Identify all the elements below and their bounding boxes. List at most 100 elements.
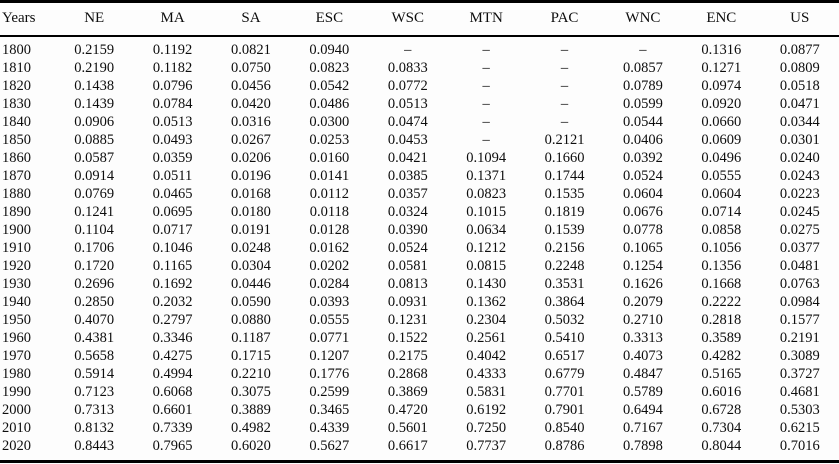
value-cell: 0.0695 (152, 204, 193, 220)
table-row: 1830 0.1439 0.0784 0.0420 0.0486 0.0513 – – 0.05… (0, 95, 839, 113)
value-cell: 0.0823 (466, 186, 507, 202)
value-cell: 0.0344 (779, 114, 820, 130)
value-cell: 0.0857 (622, 60, 663, 76)
value-cell: 0.4073 (622, 348, 663, 364)
column-header-ma: MA (133, 1, 212, 37)
value-cell: 0.0604 (701, 186, 742, 202)
value-cell: 0.2210 (231, 366, 271, 382)
value-cell: 0.0359 (152, 150, 193, 166)
year-cell: 1830 (2, 96, 31, 112)
value-cell: 0.0796 (152, 78, 193, 94)
value-cell: 0.5789 (622, 384, 663, 400)
value-cell: 0.0471 (779, 96, 820, 112)
value-cell: 0.3864 (544, 294, 585, 310)
column-header-enc: ENC (682, 1, 761, 37)
value-cell: 0.7965 (152, 438, 193, 454)
value-cell: 0.2222 (701, 294, 742, 310)
value-cell: 0.4070 (74, 312, 115, 328)
value-cell: 0.0275 (779, 222, 820, 238)
value-cell: 0.0128 (309, 222, 350, 238)
value-cell: 0.0750 (231, 60, 271, 76)
value-cell: 0.5303 (779, 402, 820, 418)
value-cell: 0.2850 (74, 294, 115, 310)
year-cell: 2000 (2, 402, 31, 418)
value-cell: 0.2156 (544, 240, 585, 256)
column-header-pac: PAC (525, 1, 604, 37)
value-cell: – (482, 42, 490, 58)
value-cell: 0.0809 (779, 60, 820, 76)
year-cell: 1840 (2, 114, 31, 130)
value-cell: 0.1254 (622, 258, 663, 274)
value-cell: 0.0815 (466, 258, 507, 274)
value-cell: 0.1439 (74, 96, 115, 112)
value-cell: 0.0493 (152, 132, 193, 148)
value-cell: 0.7701 (544, 384, 585, 400)
value-cell: 0.6494 (622, 402, 663, 418)
year-cell: 1950 (2, 312, 31, 328)
value-cell: 0.0180 (231, 204, 271, 220)
value-cell: 0.0931 (387, 294, 428, 310)
value-cell: 0.6192 (466, 402, 507, 418)
value-cell: 0.0833 (387, 60, 428, 76)
value-cell: 0.2696 (74, 276, 115, 292)
value-cell: 0.0390 (387, 222, 428, 238)
value-cell: 0.0769 (74, 186, 115, 202)
value-cell: 0.4847 (622, 366, 663, 382)
value-cell: 0.0421 (387, 150, 428, 166)
value-cell: 0.0599 (622, 96, 663, 112)
value-cell: 0.0587 (74, 150, 115, 166)
value-cell: 0.6617 (387, 438, 428, 454)
value-cell: 0.0544 (622, 114, 663, 130)
value-cell: 0.1438 (74, 78, 115, 94)
table-row: 1900 0.1104 0.0717 0.0191 0.0128 0.0390 0.0634… (0, 221, 839, 239)
value-cell: 0.0604 (622, 186, 663, 202)
value-cell: 0.1212 (466, 240, 507, 256)
table-row: 1840 0.0906 0.0513 0.0316 0.0300 0.0474 – – 0.05… (0, 113, 839, 131)
value-cell: 0.7339 (152, 420, 193, 436)
value-cell: 0.7123 (74, 384, 115, 400)
value-cell: 0.0385 (387, 168, 428, 184)
value-cell: 0.8044 (701, 438, 742, 454)
table-row: 1820 0.1438 0.0796 0.0456 0.0542 0.0772 – – 0.07… (0, 77, 839, 95)
value-cell: 0.2190 (74, 60, 115, 76)
value-cell: 0.1046 (152, 240, 193, 256)
value-cell: 0.0914 (74, 168, 115, 184)
value-cell: 0.0453 (387, 132, 428, 148)
year-cell: 1990 (2, 384, 31, 400)
value-cell: 0.1056 (701, 240, 742, 256)
value-cell: 0.2599 (309, 384, 350, 400)
year-cell: 1930 (2, 276, 31, 292)
value-cell: 0.0304 (231, 258, 271, 274)
value-cell: 0.1692 (152, 276, 193, 292)
column-header-esc: ESC (290, 1, 369, 37)
value-cell: 0.0496 (701, 150, 742, 166)
table-row: 1800 0.2159 0.1192 0.0821 0.0940 – – – – 0.1316 0.… (0, 36, 839, 59)
value-cell: 0.0524 (387, 240, 428, 256)
value-cell: 0.3531 (544, 276, 585, 292)
year-cell: 1970 (2, 348, 31, 364)
value-cell: 0.0481 (779, 258, 820, 274)
value-cell: 0.2032 (152, 294, 193, 310)
value-cell: 0.3075 (231, 384, 271, 400)
year-cell: 1860 (2, 150, 31, 166)
value-cell: 0.1819 (544, 204, 585, 220)
value-cell: 0.8786 (544, 438, 585, 454)
value-cell: 0.2797 (152, 312, 193, 328)
value-cell: 0.0974 (701, 78, 742, 94)
value-cell: 0.0202 (309, 258, 350, 274)
value-cell: 0.6601 (152, 402, 193, 418)
value-cell: 0.4275 (152, 348, 193, 364)
column-header-years: Years (0, 1, 55, 37)
column-header-mtn: MTN (446, 1, 526, 37)
table-row: 1980 0.5914 0.4994 0.2210 0.1776 0.2868 0.4333… (0, 365, 839, 383)
column-header-wsc: WSC (368, 1, 447, 37)
value-cell: 0.5165 (701, 366, 742, 382)
value-cell: 0.0772 (387, 78, 428, 94)
value-cell: 0.0223 (779, 186, 820, 202)
table-row: 1990 0.7123 0.6068 0.3075 0.2599 0.3869 0.5831… (0, 383, 839, 401)
table-row: 1920 0.1720 0.1165 0.0304 0.0202 0.0581 0.0815… (0, 257, 839, 275)
value-cell: 0.1626 (622, 276, 663, 292)
value-cell: 0.2121 (544, 132, 585, 148)
value-cell: 0.8540 (544, 420, 585, 436)
value-cell: 0.3889 (231, 402, 271, 418)
